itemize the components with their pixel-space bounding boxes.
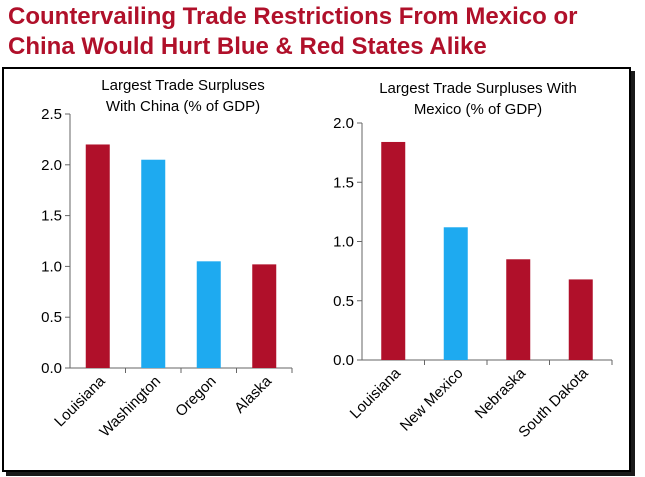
title-line-2: China Would Hurt Blue & Red States Alike [8, 33, 487, 60]
chart-title-line: With China (% of GDP) [106, 98, 260, 115]
title-line-1: Countervailing Trade Restrictions From M… [8, 3, 578, 30]
bar-washington [141, 159, 166, 368]
bar-alaska [252, 264, 277, 368]
bar-louisiana [381, 141, 406, 360]
chart-title-line: Largest Trade Surpluses [101, 77, 264, 94]
y-tick-label: 1.5 [333, 174, 354, 191]
bar-new-mexico [443, 227, 468, 360]
category-label: Louisiana [347, 364, 405, 422]
y-tick-label: 0.0 [333, 352, 354, 369]
y-tick-label: 2.5 [41, 106, 62, 123]
y-tick-label: 1.0 [333, 234, 354, 251]
y-tick-label: 0.5 [41, 309, 62, 326]
category-label: New Mexico [397, 365, 467, 435]
y-tick-label: 0.5 [333, 293, 354, 310]
bar-nebraska [506, 259, 531, 360]
bar-louisiana [85, 144, 110, 368]
y-tick-label: 1.0 [41, 258, 62, 275]
bar-oregon [196, 261, 221, 368]
bar-south-dakota [568, 279, 593, 360]
category-label: Nebraska [472, 364, 530, 422]
y-tick-label: 0.0 [41, 360, 62, 377]
y-tick-label: 1.5 [41, 208, 62, 225]
page-title: Countervailing Trade Restrictions From M… [8, 2, 638, 62]
chart-title-line: Largest Trade Surpluses With [379, 80, 577, 97]
chart-title-line: Mexico (% of GDP) [414, 101, 542, 118]
y-tick-label: 2.0 [333, 115, 354, 132]
y-tick-label: 2.0 [41, 157, 62, 174]
